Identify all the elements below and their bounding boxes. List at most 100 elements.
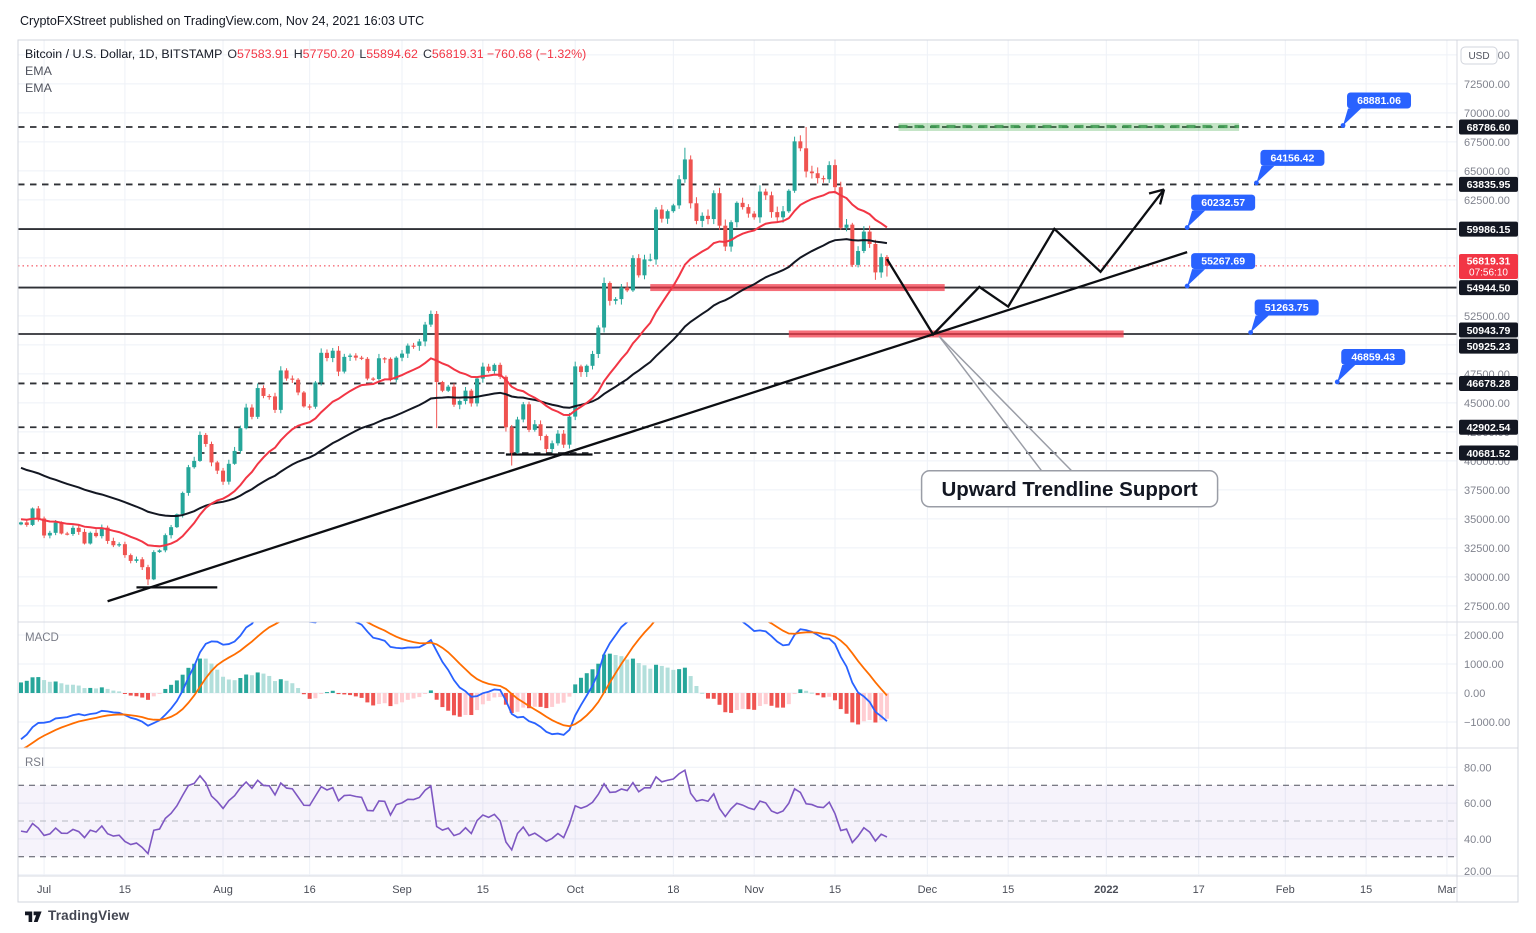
svg-text:2000.00: 2000.00	[1464, 630, 1504, 642]
svg-text:54944.50: 54944.50	[1467, 282, 1511, 294]
candlestick-series[interactable]	[19, 126, 889, 586]
price-callout-68881.06[interactable]: 68881.06	[1340, 92, 1412, 128]
svg-text:Aug: Aug	[213, 884, 233, 896]
svg-text:60.00: 60.00	[1464, 798, 1492, 810]
svg-text:Sep: Sep	[392, 884, 412, 896]
support-zone-band-1[interactable]	[650, 284, 945, 292]
svg-text:55267.69: 55267.69	[1201, 256, 1245, 268]
svg-text:46678.28: 46678.28	[1467, 378, 1511, 390]
arrowhead-icon	[1158, 189, 1166, 205]
svg-text:15: 15	[1360, 884, 1372, 896]
svg-text:17: 17	[1193, 884, 1205, 896]
pane-separators	[17, 39, 1519, 903]
annotation-text: Upward Trendline Support	[941, 478, 1197, 501]
level-axis-label-63835.95: 63835.95	[1459, 176, 1518, 192]
bar-countdown: 07:56:10	[1469, 268, 1508, 279]
svg-text:Jul: Jul	[37, 884, 51, 896]
price-pane[interactable]	[18, 123, 1457, 603]
svg-text:15: 15	[829, 884, 841, 896]
svg-text:56819.31: 56819.31	[1467, 256, 1511, 268]
svg-text:20.00: 20.00	[1464, 866, 1492, 878]
tradingview-logo-icon	[25, 911, 42, 922]
svg-text:27500.00: 27500.00	[1464, 601, 1510, 613]
macd-signal-line	[22, 622, 888, 748]
svg-text:65000.00: 65000.00	[1464, 166, 1510, 178]
svg-text:52500.00: 52500.00	[1464, 311, 1510, 323]
svg-text:Oct: Oct	[567, 884, 584, 896]
ema-fast-line[interactable]	[20, 190, 888, 548]
price-callout-46859.43[interactable]: 46859.43	[1334, 348, 1406, 385]
macd-line	[20, 622, 888, 740]
level-axis-label-68786.60: 68786.60	[1459, 119, 1518, 135]
svg-text:64156.42: 64156.42	[1271, 152, 1315, 164]
rsi-line	[20, 768, 888, 856]
svg-text:−1000.00: −1000.00	[1464, 717, 1510, 729]
price-callout-51263.75[interactable]: 51263.75	[1248, 299, 1319, 335]
svg-text:37500.00: 37500.00	[1464, 485, 1510, 497]
level-axis-label-50925.23: 50925.23	[1459, 338, 1518, 354]
svg-text:80.00: 80.00	[1464, 762, 1492, 774]
svg-text:15: 15	[119, 884, 131, 896]
tradingview-logo[interactable]: TradingView	[25, 908, 129, 923]
price-callouts[interactable]: 68881.06 64156.42 60232.57 55267.69 51263.75…	[1184, 92, 1412, 385]
level-axis-label-50943.79: 50943.79	[1459, 322, 1518, 338]
svg-text:35000.00: 35000.00	[1464, 514, 1510, 526]
svg-text:Feb: Feb	[1276, 884, 1295, 896]
svg-text:18: 18	[667, 884, 679, 896]
svg-text:67500.00: 67500.00	[1464, 137, 1510, 149]
arrowhead-icon	[1148, 188, 1165, 195]
svg-text:40681.52: 40681.52	[1467, 448, 1511, 460]
svg-text:2022: 2022	[1094, 884, 1118, 896]
rsi-pane[interactable]	[18, 768, 1457, 858]
price-callout-64156.42[interactable]: 64156.42	[1254, 149, 1325, 186]
svg-text:70000.00: 70000.00	[1464, 108, 1510, 120]
svg-text:Dec: Dec	[918, 884, 938, 896]
ema-slow-line[interactable]	[20, 238, 888, 518]
svg-text:40.00: 40.00	[1464, 834, 1492, 846]
svg-text:42902.54: 42902.54	[1467, 422, 1511, 434]
projection-zigzag[interactable]	[885, 188, 1165, 337]
level-axis-label-42902.54: 42902.54	[1459, 419, 1518, 435]
svg-text:15: 15	[1002, 884, 1014, 896]
attribution-text: CryptoFXStreet published on TradingView.…	[20, 14, 425, 28]
svg-text:Mar: Mar	[1437, 884, 1456, 896]
level-axis-label-40681.52: 40681.52	[1459, 445, 1518, 461]
level-axis-label-46678.28: 46678.28	[1459, 375, 1518, 391]
svg-text:46859.43: 46859.43	[1351, 351, 1395, 363]
resistance-zone-band[interactable]	[898, 123, 1240, 131]
price-axis[interactable]: 75000.0072500.0070000.0067500.0065000.00…	[1459, 46, 1518, 878]
svg-text:15: 15	[477, 884, 489, 896]
svg-text:1000.00: 1000.00	[1464, 659, 1504, 671]
svg-text:30000.00: 30000.00	[1464, 572, 1510, 584]
svg-text:16: 16	[304, 884, 316, 896]
macd-pane[interactable]	[19, 563, 889, 750]
svg-text:72500.00: 72500.00	[1464, 79, 1510, 91]
tradingview-logo-text: TradingView	[48, 908, 130, 923]
svg-text:68786.60: 68786.60	[1467, 122, 1511, 134]
svg-text:45000.00: 45000.00	[1464, 398, 1510, 410]
svg-text:62500.00: 62500.00	[1464, 195, 1510, 207]
svg-text:68881.06: 68881.06	[1357, 95, 1401, 107]
svg-text:USD: USD	[1468, 51, 1489, 62]
svg-text:Nov: Nov	[744, 884, 764, 896]
price-callout-55267.69[interactable]: 55267.69	[1184, 253, 1256, 289]
level-axis-label-54944.50: 54944.50	[1459, 280, 1518, 296]
support-zone-band-2[interactable]	[788, 330, 1124, 338]
level-axis-label-59986.15: 59986.15	[1459, 221, 1518, 237]
svg-text:63835.95: 63835.95	[1467, 179, 1511, 191]
time-axis[interactable]: Jul 15 Aug 16 Sep 15 Oct 18 Nov 15 Dec 15 2022 17 Feb 1…	[37, 884, 1457, 896]
svg-text:0.00: 0.00	[1464, 688, 1485, 700]
price-callout-60232.57[interactable]: 60232.57	[1184, 194, 1256, 230]
upward-trendline[interactable]	[107, 251, 1188, 603]
svg-text:51263.75: 51263.75	[1265, 302, 1309, 314]
svg-text:32500.00: 32500.00	[1464, 543, 1510, 555]
svg-text:50943.79: 50943.79	[1467, 325, 1511, 337]
trendline-support-annotation[interactable]: Upward Trendline Support	[920, 335, 1219, 508]
currency-badge[interactable]: USD	[1460, 46, 1498, 65]
svg-text:60232.57: 60232.57	[1201, 197, 1245, 209]
svg-text:59986.15: 59986.15	[1467, 224, 1511, 236]
svg-text:50925.23: 50925.23	[1467, 341, 1511, 353]
